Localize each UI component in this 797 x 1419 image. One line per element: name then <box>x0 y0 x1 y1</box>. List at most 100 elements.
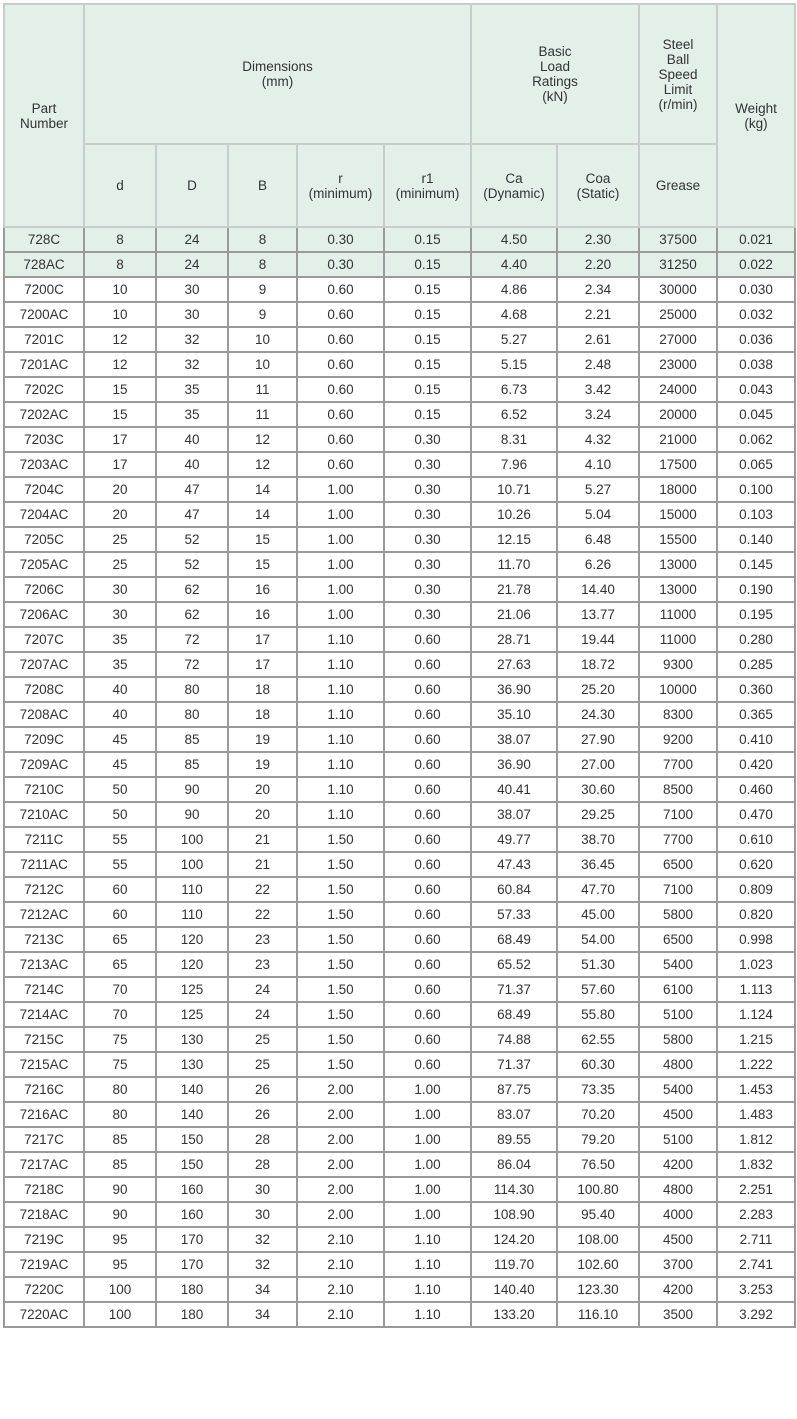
cell-weight: 1.023 <box>716 951 796 978</box>
cell-r: 1.50 <box>296 826 385 853</box>
table-row: 7203C 17 40 12 0.60 0.30 8.31 4.32 21000 0.062 <box>3 426 796 453</box>
cell-outer-d: 110 <box>155 876 229 903</box>
table-row: 7216AC 80 140 26 2.00 1.00 83.07 70.20 4500 1.483 <box>3 1101 796 1128</box>
cell-part-number: 7219C <box>3 1226 85 1253</box>
cell-outer-d: 180 <box>155 1301 229 1328</box>
cell-outer-d: 85 <box>155 751 229 778</box>
cell-part-number: 7210C <box>3 776 85 803</box>
cell-ca: 65.52 <box>470 951 558 978</box>
cell-outer-d: 125 <box>155 1001 229 1028</box>
cell-part-number: 7215AC <box>3 1051 85 1078</box>
cell-outer-d: 24 <box>155 226 229 253</box>
cell-r: 1.50 <box>296 1051 385 1078</box>
cell-r: 1.50 <box>296 876 385 903</box>
header-speed-limit: Steel Ball Speed Limit (r/min) <box>638 3 718 145</box>
cell-outer-d: 52 <box>155 526 229 553</box>
cell-b: 19 <box>227 751 298 778</box>
cell-b: 21 <box>227 851 298 878</box>
cell-grease: 3700 <box>638 1251 718 1278</box>
cell-d: 10 <box>83 301 157 328</box>
table-row: 7216C 80 140 26 2.00 1.00 87.75 73.35 5400 1.453 <box>3 1076 796 1103</box>
cell-coa: 76.50 <box>556 1151 640 1178</box>
cell-weight: 0.998 <box>716 926 796 953</box>
cell-r: 1.10 <box>296 701 385 728</box>
cell-weight: 1.453 <box>716 1076 796 1103</box>
cell-grease: 7100 <box>638 801 718 828</box>
cell-grease: 4200 <box>638 1151 718 1178</box>
cell-grease: 11000 <box>638 601 718 628</box>
cell-grease: 7100 <box>638 876 718 903</box>
cell-ca: 7.96 <box>470 451 558 478</box>
cell-b: 25 <box>227 1051 298 1078</box>
cell-b: 26 <box>227 1101 298 1128</box>
cell-coa: 5.04 <box>556 501 640 528</box>
cell-ca: 71.37 <box>470 976 558 1003</box>
cell-part-number: 7209AC <box>3 751 85 778</box>
cell-coa: 70.20 <box>556 1101 640 1128</box>
cell-r: 2.00 <box>296 1176 385 1203</box>
table-row: 728AC 8 24 8 0.30 0.15 4.40 2.20 31250 0.022 <box>3 251 796 278</box>
cell-b: 23 <box>227 951 298 978</box>
cell-d: 10 <box>83 276 157 303</box>
cell-d: 40 <box>83 701 157 728</box>
cell-weight: 1.124 <box>716 1001 796 1028</box>
cell-r1: 0.60 <box>383 901 472 928</box>
cell-part-number: 7215C <box>3 1026 85 1053</box>
table-row: 7200C 10 30 9 0.60 0.15 4.86 2.34 30000 0.030 <box>3 276 796 303</box>
cell-b: 28 <box>227 1151 298 1178</box>
cell-r: 2.10 <box>296 1251 385 1278</box>
cell-grease: 9200 <box>638 726 718 753</box>
cell-r: 1.10 <box>296 751 385 778</box>
cell-part-number: 7209C <box>3 726 85 753</box>
cell-coa: 116.10 <box>556 1301 640 1328</box>
cell-r1: 0.60 <box>383 651 472 678</box>
cell-grease: 3500 <box>638 1301 718 1328</box>
cell-d: 95 <box>83 1251 157 1278</box>
cell-b: 9 <box>227 276 298 303</box>
cell-weight: 0.065 <box>716 451 796 478</box>
cell-weight: 1.812 <box>716 1126 796 1153</box>
table-row: 7201C 12 32 10 0.60 0.15 5.27 2.61 27000 0.036 <box>3 326 796 353</box>
cell-b: 18 <box>227 676 298 703</box>
cell-r: 0.60 <box>296 401 385 428</box>
cell-r: 2.10 <box>296 1276 385 1303</box>
cell-d: 20 <box>83 476 157 503</box>
cell-part-number: 7202C <box>3 376 85 403</box>
cell-grease: 11000 <box>638 626 718 653</box>
cell-b: 21 <box>227 826 298 853</box>
table-row: 7219AC 95 170 32 2.10 1.10 119.70 102.60 3700 2.7… <box>3 1251 796 1278</box>
cell-r1: 0.15 <box>383 226 472 253</box>
cell-r1: 1.00 <box>383 1176 472 1203</box>
cell-coa: 27.00 <box>556 751 640 778</box>
cell-b: 32 <box>227 1251 298 1278</box>
cell-part-number: 7219AC <box>3 1251 85 1278</box>
table-row: 7203AC 17 40 12 0.60 0.30 7.96 4.10 17500 0.065 <box>3 451 796 478</box>
cell-b: 17 <box>227 626 298 653</box>
cell-r: 1.00 <box>296 601 385 628</box>
table-row: 7212AC 60 110 22 1.50 0.60 57.33 45.00 5800 0.820 <box>3 901 796 928</box>
bearing-spec-table: Part Number Dimensions (mm) Basic Load R… <box>3 3 796 1328</box>
cell-part-number: 7212AC <box>3 901 85 928</box>
cell-r: 2.00 <box>296 1101 385 1128</box>
cell-grease: 24000 <box>638 376 718 403</box>
cell-weight: 0.022 <box>716 251 796 278</box>
cell-coa: 13.77 <box>556 601 640 628</box>
cell-part-number: 7205AC <box>3 551 85 578</box>
cell-part-number: 7211AC <box>3 851 85 878</box>
cell-r: 1.10 <box>296 776 385 803</box>
cell-r1: 0.60 <box>383 701 472 728</box>
cell-r1: 1.10 <box>383 1251 472 1278</box>
cell-r: 1.10 <box>296 626 385 653</box>
cell-coa: 108.00 <box>556 1226 640 1253</box>
cell-d: 20 <box>83 501 157 528</box>
cell-outer-d: 24 <box>155 251 229 278</box>
cell-outer-d: 120 <box>155 926 229 953</box>
cell-r1: 0.60 <box>383 976 472 1003</box>
header-ca: Ca (Dynamic) <box>470 143 558 228</box>
cell-outer-d: 125 <box>155 976 229 1003</box>
table-row: 7220C 100 180 34 2.10 1.10 140.40 123.30 4200 3.2… <box>3 1276 796 1303</box>
cell-outer-d: 140 <box>155 1076 229 1103</box>
cell-outer-d: 120 <box>155 951 229 978</box>
cell-b: 34 <box>227 1301 298 1328</box>
cell-part-number: 7203C <box>3 426 85 453</box>
